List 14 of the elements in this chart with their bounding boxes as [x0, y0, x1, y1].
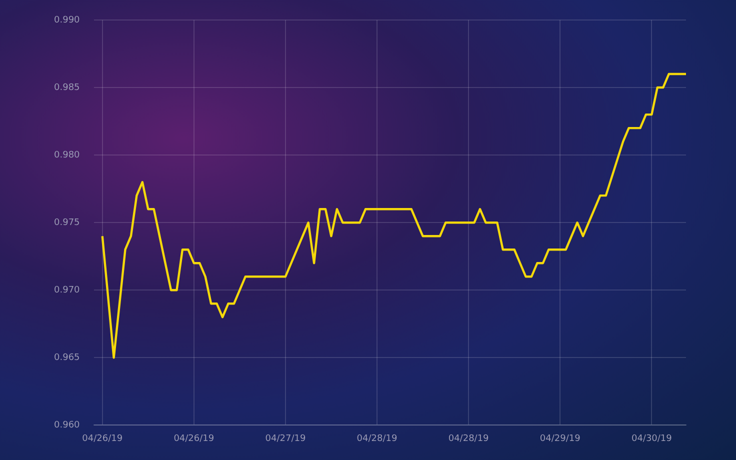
x-tick-label: 04/29/19	[540, 434, 581, 444]
y-tick-label: 0.980	[54, 150, 80, 160]
x-tick-label: 04/26/19	[174, 434, 214, 444]
y-tick-label: 0.960	[54, 420, 80, 431]
x-tick-label: 04/28/19	[448, 434, 490, 444]
y-tick-label: 0.965	[54, 353, 80, 364]
x-tick-label: 04/30/19	[631, 434, 672, 444]
x-tick-label: 04/27/19	[265, 434, 306, 444]
x-tick-label: 04/28/19	[356, 434, 398, 444]
y-tick-label: 0.975	[54, 218, 80, 228]
y-tick-label: 0.990	[54, 15, 80, 26]
y-tick-label: 0.970	[54, 285, 80, 296]
x-tick-label: 04/26/19	[82, 434, 123, 444]
y-tick-label: 0.985	[54, 82, 80, 93]
